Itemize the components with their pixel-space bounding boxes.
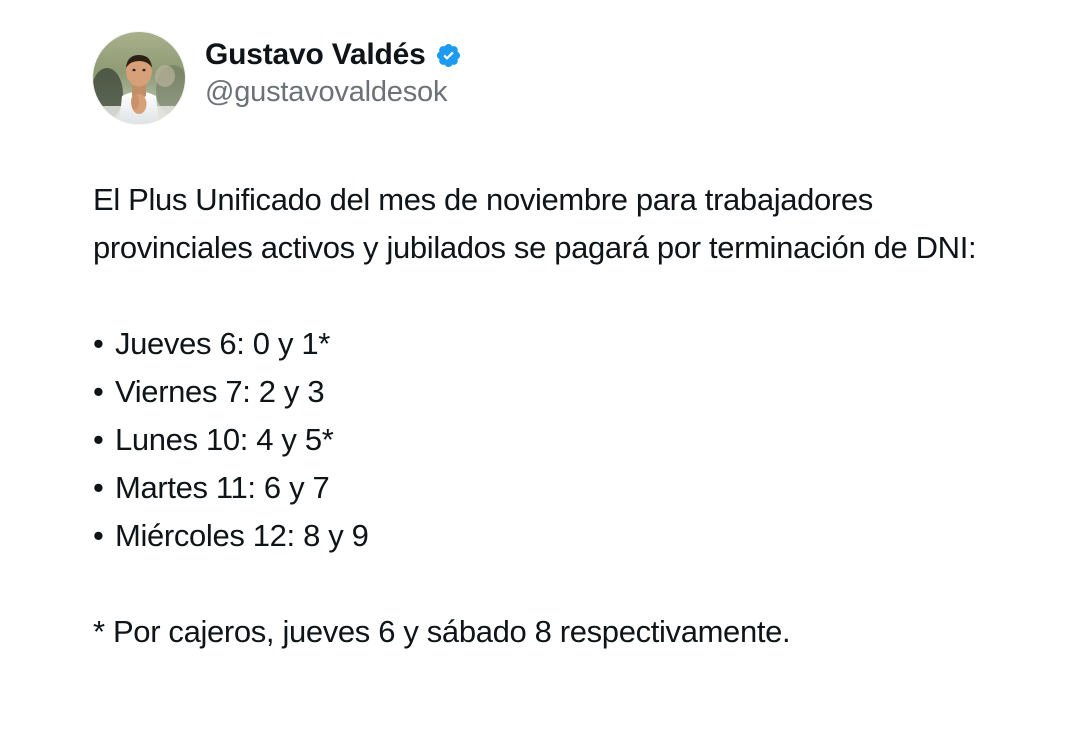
verified-badge-icon[interactable] <box>435 42 462 69</box>
tweet-paragraph: El Plus Unificado del mes de noviembre p… <box>93 182 977 265</box>
tweet-text: El Plus Unificado del mes de noviembre p… <box>93 176 1003 656</box>
bullet-icon: • <box>93 326 104 361</box>
list-item-label: Martes 11: 6 y 7 <box>115 470 330 505</box>
tweet-header: Gustavo Valdés @gustavovaldesok <box>93 32 462 124</box>
list-item: • Lunes 10: 4 y 5* <box>93 416 1003 464</box>
footnote-spacer <box>93 560 1003 608</box>
avatar[interactable] <box>93 32 185 124</box>
paragraph-spacer <box>93 272 1003 320</box>
identity-block: Gustavo Valdés @gustavovaldesok <box>205 32 462 109</box>
list-item: • Jueves 6: 0 y 1* <box>93 320 1003 368</box>
handle[interactable]: @gustavovaldesok <box>205 76 448 108</box>
list-item-label: Miércoles 12: 8 y 9 <box>115 518 369 553</box>
bullet-icon: • <box>93 422 104 457</box>
name-row: Gustavo Valdés <box>205 38 462 71</box>
payment-schedule-list: • Jueves 6: 0 y 1* • Viernes 7: 2 y 3 • Lun… <box>93 320 1003 560</box>
bullet-icon: • <box>93 518 104 553</box>
list-item: • Martes 11: 6 y 7 <box>93 464 1003 512</box>
bullet-icon: • <box>93 374 104 409</box>
list-item-label: Jueves 6: 0 y 1* <box>115 326 330 361</box>
list-item-label: Lunes 10: 4 y 5* <box>115 422 334 457</box>
footnote: * Por cajeros, jueves 6 y sábado 8 respe… <box>93 614 791 649</box>
avatar-photo <box>93 32 185 124</box>
list-item-label: Viernes 7: 2 y 3 <box>115 374 325 409</box>
list-item: • Miércoles 12: 8 y 9 <box>93 512 1003 560</box>
list-item: • Viernes 7: 2 y 3 <box>93 368 1003 416</box>
display-name[interactable]: Gustavo Valdés <box>205 38 426 71</box>
bullet-icon: • <box>93 470 104 505</box>
